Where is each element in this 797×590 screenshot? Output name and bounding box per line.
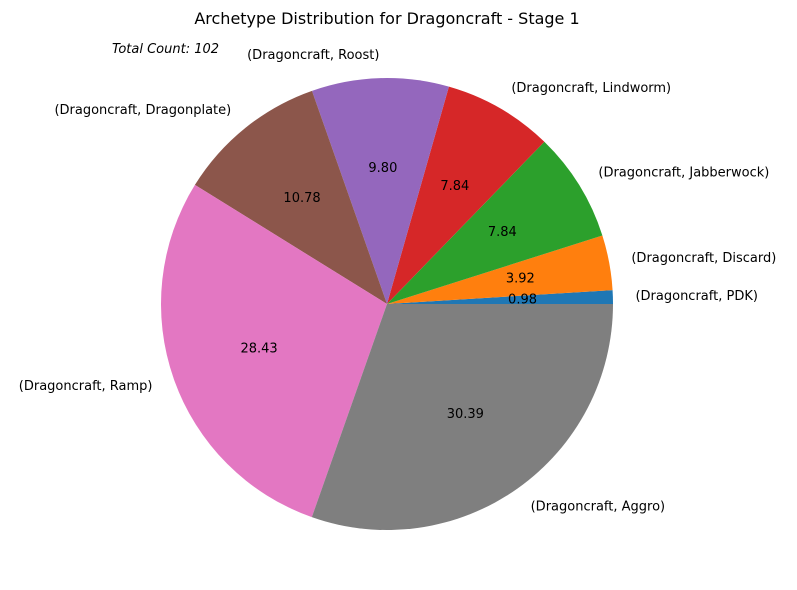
pie-slice-pdk <box>387 290 613 304</box>
total-count-annotation: Total Count: 102 <box>112 42 219 57</box>
pie-slice-aggro <box>311 304 613 530</box>
pie-slice-lindworm <box>387 86 545 304</box>
percent-labels: 0.98 3.92 7.84 7.84 9.80 10.78 28.43 30.39 <box>240 161 537 422</box>
percent-label: 10.78 <box>283 191 320 206</box>
slice-labels: (Dragoncraft, PDK) (Dragoncraft, Discard)… <box>19 48 777 514</box>
pie-slice-roost <box>311 78 449 304</box>
slice-label: (Dragoncraft, Ramp) <box>19 379 153 394</box>
pie-slice-jabberwock <box>387 141 603 304</box>
slice-label: (Dragoncraft, Discard) <box>631 251 776 266</box>
slice-label: (Dragoncraft, Aggro) <box>531 499 666 514</box>
percent-label: 9.80 <box>368 161 397 176</box>
slice-label: (Dragoncraft, Lindworm) <box>511 81 671 96</box>
pie-slice-dragonplate <box>194 90 387 304</box>
slice-label: (Dragoncraft, Jabberwock) <box>598 166 769 181</box>
percent-label: 7.84 <box>440 179 469 194</box>
percent-label: 30.39 <box>447 407 484 422</box>
pie-slice-discard <box>387 235 613 304</box>
slice-label: (Dragoncraft, Dragonplate) <box>54 103 231 118</box>
percent-label: 28.43 <box>240 342 277 357</box>
slice-label: (Dragoncraft, Roost) <box>247 48 379 63</box>
slice-label: (Dragoncraft, PDK) <box>635 289 757 304</box>
pie-slices <box>160 78 613 530</box>
percent-label: 0.98 <box>508 292 537 307</box>
chart-title: Archetype Distribution for Dragoncraft -… <box>194 9 579 28</box>
pie-slice-ramp <box>160 184 387 518</box>
percent-label: 7.84 <box>488 225 517 240</box>
percent-label: 3.92 <box>506 272 535 287</box>
